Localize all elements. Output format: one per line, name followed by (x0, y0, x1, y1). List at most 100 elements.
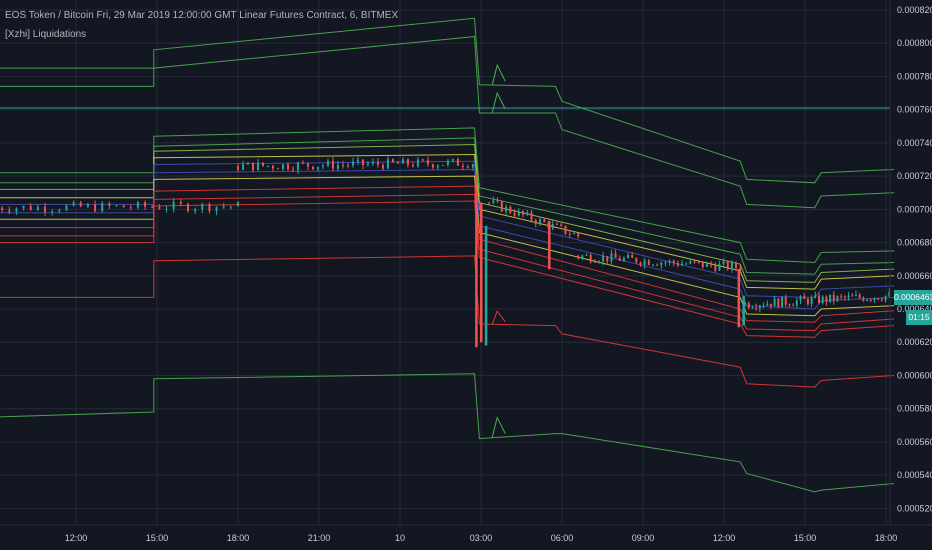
candle-body (627, 254, 630, 258)
candle-body (539, 219, 542, 224)
candle-body (246, 162, 249, 165)
candle-body (825, 296, 828, 302)
candle-body (361, 159, 364, 165)
time-tick-label: 12:00 (65, 533, 88, 543)
candle-body (421, 159, 424, 161)
candle-body (165, 208, 168, 210)
candle-body (72, 202, 75, 206)
candle-body (222, 206, 225, 208)
time-tick-label: 10 (395, 533, 405, 543)
candle-body (441, 164, 444, 166)
band-line-red_3 (0, 200, 895, 338)
indicator-label[interactable]: [Xzhi] Liquidations (5, 29, 87, 40)
spike-candle (742, 295, 745, 326)
candle-body (843, 296, 846, 298)
candle-body (371, 161, 374, 164)
candle-body (256, 162, 259, 171)
candle-body (79, 202, 82, 207)
candle-body (296, 162, 299, 171)
candle-body (773, 298, 776, 307)
candle-body (391, 159, 394, 163)
candle-body (618, 257, 621, 261)
time-tick-label: 21:00 (308, 533, 331, 543)
candle-body (803, 296, 806, 299)
candle-body (602, 255, 605, 262)
candle-body (784, 296, 787, 305)
candle-body (376, 161, 379, 165)
candle-body (858, 294, 861, 298)
candle-body (416, 159, 419, 167)
candle-body (710, 262, 713, 266)
candle-body (730, 262, 733, 270)
candle-body (854, 294, 857, 296)
candle-body (44, 206, 47, 212)
candle-body (101, 203, 104, 212)
candle-body (610, 253, 613, 262)
candle-body (614, 253, 617, 258)
candle-body (115, 205, 118, 207)
candle-body (58, 210, 61, 212)
candle-body (593, 261, 596, 263)
candle-body (346, 165, 349, 167)
candle-body (581, 255, 584, 258)
candle-body (251, 162, 254, 171)
candle-body (151, 206, 154, 208)
spike-candle (548, 220, 551, 270)
candle-body (426, 160, 429, 165)
candle-body (496, 200, 499, 202)
candle-body (888, 292, 891, 296)
candle-body (862, 297, 865, 301)
candle-body (877, 298, 880, 300)
candle-body (526, 212, 529, 215)
band-line-red_1 (0, 185, 895, 323)
candle-body (668, 260, 671, 263)
candle-body (836, 296, 839, 301)
candle-body (194, 209, 197, 212)
candle-body (513, 212, 516, 216)
candle-body (781, 296, 784, 307)
candle-body (534, 220, 537, 224)
candle-body (446, 160, 449, 165)
time-tick-label: 18:00 (227, 533, 250, 543)
candle-body (281, 164, 284, 170)
band-line-green_lower (0, 373, 895, 493)
band-line-upper_outer_b (0, 36, 895, 209)
price-tick-label: 0.0006200 (897, 337, 932, 347)
candle-body (456, 159, 459, 166)
candle-body (762, 305, 765, 307)
candle-body (326, 160, 329, 166)
candle-body (451, 159, 454, 161)
candle-body (261, 162, 264, 166)
candle-body (331, 160, 334, 169)
candle-body (471, 164, 474, 168)
candle-body (873, 298, 876, 301)
candle-body (664, 262, 667, 264)
band-line-yellow_up (0, 153, 895, 290)
candle-body (543, 219, 546, 223)
candle-body (660, 262, 663, 266)
candle-body (237, 202, 239, 207)
candle-body (215, 206, 218, 212)
candle-body (488, 202, 491, 204)
candle-body (792, 305, 795, 307)
price-tick-label: 0.0005600 (897, 437, 932, 447)
price-tick-label: 0.0006800 (897, 238, 932, 248)
candle-body (676, 263, 679, 266)
last-price-tag: 0.0006463 (894, 290, 932, 305)
band-spike (491, 310, 506, 325)
candle-body (766, 303, 769, 306)
candle-body (814, 295, 817, 298)
candle-body (158, 207, 161, 210)
candle-body (129, 207, 132, 209)
candle-body (286, 164, 289, 170)
candle-body (577, 255, 580, 258)
liquidation-bands (0, 17, 895, 493)
price-tick-label: 0.0005400 (897, 470, 932, 480)
candle-body (301, 162, 304, 164)
candle-body (739, 268, 742, 271)
time-axis: 12:00 15:00 18:00 21:00 10 03:00 06:00 09:00 12:… (65, 533, 898, 543)
candle-body (208, 203, 211, 212)
candle-body (555, 223, 558, 225)
chart-title: EOS Token / Bitcoin Fri, 29 Mar 2019 12:… (5, 10, 399, 21)
